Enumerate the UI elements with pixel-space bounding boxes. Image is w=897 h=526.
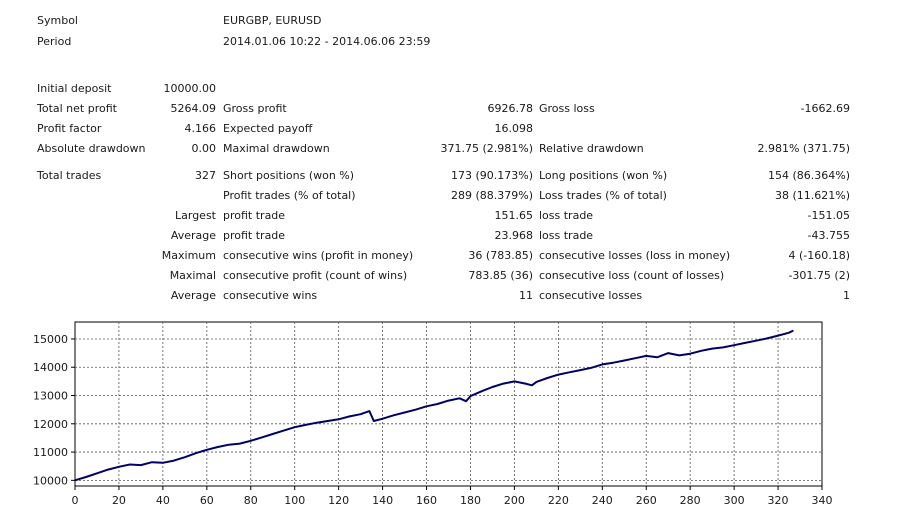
balance-chart: 0 20 40 60 80 100 120 140 160 180 200 220 240 260 280 3…: [33, 321, 833, 507]
x-tick-label: 180: [460, 494, 481, 507]
y-tick-label: 11000: [33, 446, 68, 459]
balance-line: [74, 329, 794, 482]
max-cons-wins-label: consecutive wins (profit in money): [223, 249, 414, 262]
max-cons-wins-value: 36 (783.85): [468, 249, 533, 262]
x-tick-label: 220: [548, 494, 569, 507]
profit-factor-label: Profit factor: [37, 122, 102, 135]
symbol-value: EURGBP, EURUSD: [223, 14, 322, 27]
largest-loss-value: -151.05: [807, 209, 850, 222]
maximal-drawdown-label: Maximal drawdown: [223, 142, 330, 155]
avg-cons-wins-value: 11: [519, 289, 533, 302]
largest-loss-label: loss trade: [539, 209, 594, 222]
x-tick-label: 40: [156, 494, 170, 507]
total-trades-value: 327: [195, 169, 216, 182]
x-tick-label: 160: [416, 494, 437, 507]
x-tick-label: 320: [768, 494, 789, 507]
period-label: Period: [37, 35, 72, 48]
expected-payoff-label: Expected payoff: [223, 122, 313, 135]
initial-deposit-label: Initial deposit: [37, 82, 112, 95]
period-value: 2014.01.06 10:22 - 2014.06.06 23:59: [223, 35, 431, 48]
total-net-profit-value: 5264.09: [170, 102, 217, 115]
max-cons-losses-label: consecutive losses (loss in money): [539, 249, 731, 262]
avg-cons-losses-label: consecutive losses: [539, 289, 643, 302]
avg-cons-losses-value: 1: [843, 289, 850, 302]
profit-trades-value: 289 (88.379%): [450, 189, 533, 202]
gross-profit-label: Gross profit: [223, 102, 287, 115]
gross-profit-value: 6926.78: [487, 102, 534, 115]
y-tick-label: 10000: [33, 474, 68, 487]
x-tick-label: 100: [284, 494, 305, 507]
x-tick-label: 140: [372, 494, 393, 507]
maximum-label: Maximum: [161, 249, 216, 262]
x-tick-label: 80: [244, 494, 258, 507]
long-positions-label: Long positions (won %): [539, 169, 668, 182]
average-profit-value: 23.968: [494, 229, 534, 242]
largest-profit-label: profit trade: [223, 209, 286, 222]
relative-drawdown-label: Relative drawdown: [539, 142, 644, 155]
x-tick-label: 200: [504, 494, 525, 507]
long-positions-value: 154 (86.364%): [767, 169, 850, 182]
relative-drawdown-value: 2.981% (371.75): [757, 142, 850, 155]
maximal-cons-loss-label: consecutive loss (count of losses): [539, 269, 725, 282]
largest-profit-value: 151.65: [494, 209, 534, 222]
x-tick-label: 280: [680, 494, 701, 507]
gross-loss-label: Gross loss: [539, 102, 595, 115]
x-tick-label: 0: [72, 494, 79, 507]
profit-factor-value: 4.166: [184, 122, 217, 135]
x-tick-label: 20: [112, 494, 126, 507]
maximal-cons-loss-value: -301.75 (2): [788, 269, 850, 282]
maximal-cons-profit-value: 783.85 (36): [468, 269, 533, 282]
maximal-label: Maximal: [169, 269, 216, 282]
total-trades-label: Total trades: [37, 169, 102, 182]
largest-label: Largest: [175, 209, 216, 222]
loss-trades-value: 38 (11.621%): [774, 189, 850, 202]
average2-label: Average: [170, 289, 216, 302]
initial-deposit-value: 10000.00: [163, 82, 217, 95]
average-label: Average: [170, 229, 216, 242]
short-positions-label: Short positions (won %): [223, 169, 355, 182]
y-tick-label: 15000: [33, 333, 68, 346]
avg-cons-wins-label: consecutive wins: [223, 289, 318, 302]
absolute-drawdown-label: Absolute drawdown: [37, 142, 146, 155]
plot-area: [74, 321, 823, 487]
short-positions-value: 173 (90.173%): [450, 169, 533, 182]
x-tick-label: 240: [592, 494, 613, 507]
symbol-label: Symbol: [37, 14, 78, 27]
maximal-cons-profit-label: consecutive profit (count of wins): [223, 269, 408, 282]
x-tick-label: 120: [328, 494, 349, 507]
y-tick-label: 14000: [33, 361, 68, 374]
x-tick-label: 60: [200, 494, 214, 507]
x-tick-label: 260: [636, 494, 657, 507]
expected-payoff-value: 16.098: [494, 122, 534, 135]
profit-trades-label: Profit trades (% of total): [223, 189, 356, 202]
max-cons-losses-value: 4 (-160.18): [788, 249, 850, 262]
average-profit-label: profit trade: [223, 229, 286, 242]
gross-loss-value: -1662.69: [800, 102, 850, 115]
average-loss-label: loss trade: [539, 229, 594, 242]
loss-trades-label: Loss trades (% of total): [539, 189, 667, 202]
x-tick-label: 340: [812, 494, 833, 507]
absolute-drawdown-value: 0.00: [191, 142, 217, 155]
average-loss-value: -43.755: [807, 229, 850, 242]
y-tick-label: 13000: [33, 390, 68, 403]
total-net-profit-label: Total net profit: [37, 102, 117, 115]
maximal-drawdown-value: 371.75 (2.981%): [440, 142, 533, 155]
y-tick-label: 12000: [33, 418, 68, 431]
x-tick-label: 300: [724, 494, 745, 507]
